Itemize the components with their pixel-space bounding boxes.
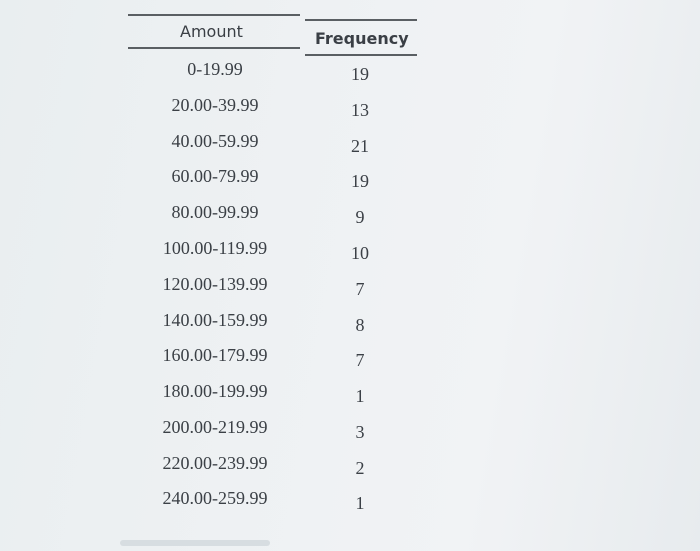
- header-bottom-rule-right: [305, 54, 417, 56]
- frequency-cell: 3: [355, 422, 365, 442]
- frequency-cell: 9: [355, 207, 365, 227]
- amount-cell: 40.00-59.99: [171, 131, 259, 151]
- frequency-cell: 19: [351, 171, 369, 191]
- table-row: 220.00-239.99 2: [0, 453, 700, 483]
- amount-cell: 60.00-79.99: [171, 166, 259, 186]
- amount-cell: 120.00-139.99: [162, 274, 268, 294]
- table-row: 40.00-59.99 21: [0, 131, 700, 161]
- table-top-rule-right: [305, 19, 417, 21]
- amount-column-header: Amount: [180, 22, 243, 41]
- table-row: 160.00-179.99 7: [0, 345, 700, 375]
- amount-cell: 220.00-239.99: [162, 453, 268, 473]
- table-top-rule-left: [128, 14, 300, 16]
- amount-cell: 180.00-199.99: [162, 381, 268, 401]
- table-row: 120.00-139.99 7: [0, 274, 700, 304]
- table-row: 80.00-99.99 9: [0, 202, 700, 232]
- amount-cell: 200.00-219.99: [162, 417, 268, 437]
- table-row: 200.00-219.99 3: [0, 417, 700, 447]
- amount-cell: 80.00-99.99: [171, 202, 259, 222]
- table-row: 20.00-39.99 13: [0, 95, 700, 125]
- frequency-cell: 13: [351, 100, 369, 120]
- partial-bottom-element: [120, 540, 270, 546]
- amount-cell: 140.00-159.99: [162, 310, 268, 330]
- table-row: 180.00-199.99 1: [0, 381, 700, 411]
- frequency-cell: 10: [351, 243, 369, 263]
- frequency-cell: 1: [355, 386, 365, 406]
- amount-cell: 20.00-39.99: [171, 95, 259, 115]
- frequency-cell: 21: [351, 136, 369, 156]
- frequency-cell: 7: [355, 279, 365, 299]
- table-row: 100.00-119.99 10: [0, 238, 700, 268]
- frequency-cell: 19: [351, 64, 369, 84]
- header-bottom-rule-left: [128, 47, 300, 49]
- frequency-cell: 7: [355, 350, 365, 370]
- amount-cell: 0-19.99: [187, 59, 243, 79]
- amount-cell: 160.00-179.99: [162, 345, 268, 365]
- amount-cell: 240.00-259.99: [162, 488, 268, 508]
- table-row: 60.00-79.99 19: [0, 166, 700, 196]
- table-row: 140.00-159.99 8: [0, 310, 700, 340]
- table-row: 240.00-259.99 1: [0, 488, 700, 518]
- frequency-cell: 1: [355, 493, 365, 513]
- frequency-cell: 8: [355, 315, 365, 335]
- table-row: 0-19.99 19: [0, 59, 700, 89]
- amount-cell: 100.00-119.99: [162, 238, 268, 258]
- frequency-column-header: Frequency: [315, 29, 409, 48]
- frequency-cell: 2: [355, 458, 365, 478]
